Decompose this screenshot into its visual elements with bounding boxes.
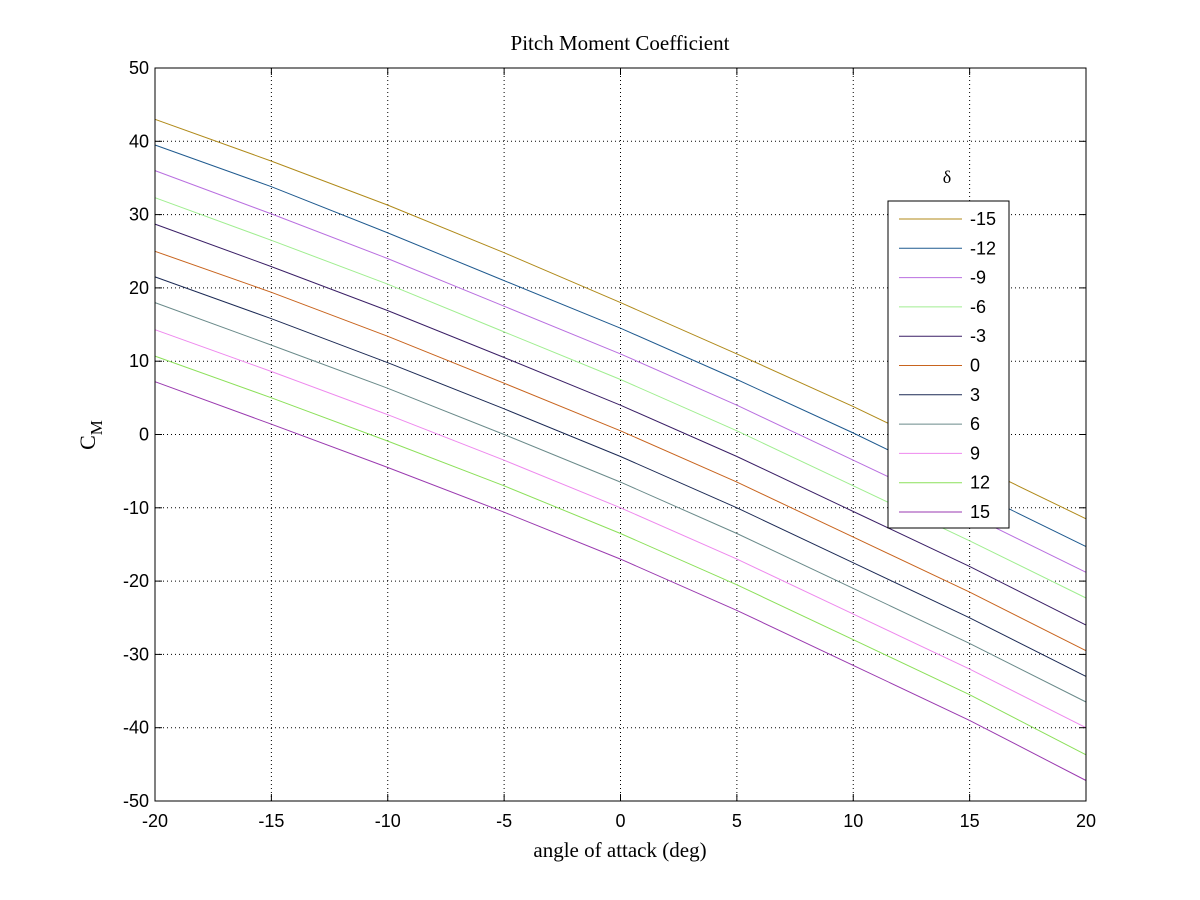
y-tick-label: -10 [123,498,149,518]
legend-title: δ [943,167,951,187]
legend-item: -15 [899,209,996,229]
x-tick-labels: -20 -15 -10 -5 0 5 10 15 20 [142,811,1096,831]
legend-item: -9 [899,268,986,288]
series-line-delta-0 [154,250,1087,652]
axis-ticks [154,67,1087,802]
legend-label: 15 [970,502,990,522]
series-line-delta--3 [154,223,1087,626]
y-tick-label: 40 [129,131,149,151]
x-tick-label: 15 [960,811,980,831]
legend-label: -3 [970,326,986,346]
legend: -15 -12 -9 -6 -3 0 3 6 9 12 15 [887,200,1010,529]
series-line-delta-6 [154,302,1087,703]
x-tick-label: -5 [496,811,512,831]
x-tick-label: 0 [615,811,625,831]
y-tick-labels: 50 40 30 20 10 0 -10 -20 -30 -40 -50 [123,58,149,811]
legend-label: 0 [970,356,980,376]
legend-item: -12 [899,238,996,258]
y-tick-label: 20 [129,278,149,298]
x-tick-label: 5 [732,811,742,831]
legend-item: 3 [899,385,980,405]
y-tick-label: 0 [139,425,149,445]
series-line-delta-9 [154,329,1087,729]
y-axis-label: CM [75,420,106,450]
legend-label: 6 [970,414,980,434]
legend-item: 12 [899,473,990,493]
legend-item: -3 [899,326,986,346]
legend-label: 12 [970,473,990,493]
legend-label: 3 [970,385,980,405]
legend-item: 9 [899,443,980,463]
legend-item: 15 [899,502,990,522]
chart-title: Pitch Moment Coefficient [511,31,730,55]
x-tick-label: -15 [258,811,284,831]
legend-item: 6 [899,414,980,434]
legend-label: -9 [970,268,986,288]
x-tick-label: 20 [1076,811,1096,831]
y-tick-label: -50 [123,791,149,811]
legend-item: 0 [899,356,980,376]
series-line-delta-12 [154,355,1087,756]
y-axis-label-sub: M [87,420,106,435]
series-lines [154,118,1087,781]
legend-entries: -15 -12 -9 -6 -3 0 3 6 9 12 15 [899,209,996,522]
y-tick-label: 50 [129,58,149,78]
legend-item: -6 [899,297,986,317]
svg-text:CM: CM [75,420,106,450]
legend-label: -6 [970,297,986,317]
x-tick-label: -10 [375,811,401,831]
x-tick-label: 10 [843,811,863,831]
legend-label: -15 [970,209,996,229]
legend-label: 9 [970,443,980,463]
y-tick-label: -30 [123,644,149,664]
y-tick-label: -40 [123,718,149,738]
x-axis-label: angle of attack (deg) [533,838,706,862]
y-axis-label-main: C [75,435,100,450]
legend-label: -12 [970,238,996,258]
series-line-delta-3 [154,276,1087,677]
y-tick-label: -20 [123,571,149,591]
y-tick-label: 30 [129,205,149,225]
x-tick-label: -20 [142,811,168,831]
y-tick-label: 10 [129,351,149,371]
series-line-delta-15 [154,381,1087,781]
legend-box [887,200,1010,529]
